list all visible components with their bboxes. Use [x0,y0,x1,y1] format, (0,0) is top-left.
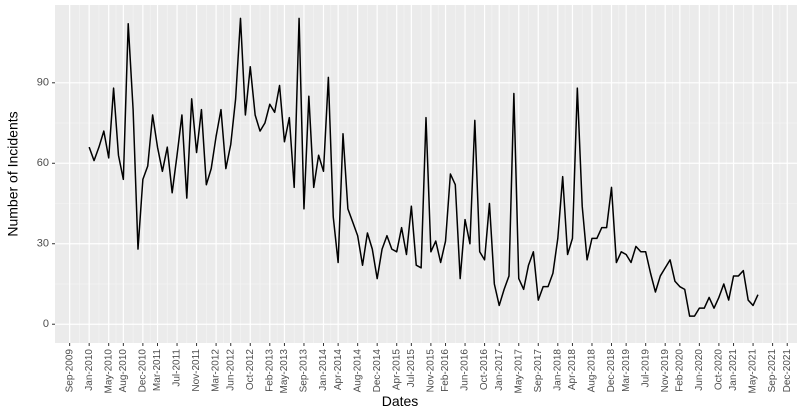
x-tick-label: Sep-2021 [767,349,778,393]
x-tick-label: Nov-2015 [426,349,437,393]
y-tick-label: 60 [37,157,49,169]
x-tick-label: Jan-2021 [728,349,739,391]
y-tick-label: 0 [43,318,49,330]
x-tick-label: Aug-2014 [352,349,363,393]
x-tick-label: May-2017 [513,349,524,394]
x-tick-label: Dec-2014 [372,349,383,393]
x-tick-label: Apr-2018 [567,349,578,391]
x-tick-label: Sep-2017 [533,349,544,393]
x-tick-label: Nov-2011 [191,349,202,392]
x-tick-label: Jan-2018 [552,349,563,391]
y-axis-label: Number of Incidents [5,111,21,236]
x-tick-label: Aug-2010 [118,349,129,393]
x-tick-label: Feb-2020 [674,349,685,392]
x-tick-label: Dec-2018 [606,349,617,393]
x-tick-label: Oct-2016 [479,349,490,391]
x-tick-label: Jun-2020 [694,349,705,391]
x-tick-label: Jan-2010 [84,349,95,391]
x-tick-label: Apr-2015 [391,349,402,391]
x-tick-label: May-2013 [279,349,290,394]
x-tick-label: Oct-2020 [714,349,725,391]
x-tick-label: Jun-2012 [225,349,236,391]
y-tick-label: 30 [37,238,49,250]
x-tick-label: Feb-2013 [264,349,275,392]
x-tick-label: Dec-2010 [138,349,149,393]
x-axis-label: Dates [382,393,419,409]
x-tick-label: Mar-2019 [621,349,632,392]
data-line [88,17,759,317]
x-tick-label: Mar-2012 [211,349,222,392]
x-tick-label: Oct-2012 [245,349,256,391]
x-tick-label: Sep-2013 [299,349,310,393]
x-tick-label: Mar-2011 [152,349,163,391]
x-tick-label: Jan-2014 [318,349,329,391]
panel [55,5,797,343]
x-tick-label: Feb-2016 [440,349,451,392]
x-tick-label: Sep-2009 [64,349,75,393]
x-tick-label: Jul-2011 [172,349,183,387]
x-tick-label: May-2021 [748,349,759,394]
y-tick-label: 90 [37,77,49,89]
x-tick-label: Jan-2017 [494,349,505,391]
x-tick-label: Nov-2019 [660,349,671,393]
x-tick-label: May-2010 [103,349,114,394]
x-tick-label: Jul-2015 [406,349,417,388]
x-tick-label: Apr-2014 [333,349,344,391]
x-tick-label: Aug-2018 [587,349,598,393]
x-tick-label: Dec-2021 [782,349,793,393]
x-tick-label: Jun-2016 [460,349,471,391]
x-tick-label: Jul-2019 [640,349,651,388]
